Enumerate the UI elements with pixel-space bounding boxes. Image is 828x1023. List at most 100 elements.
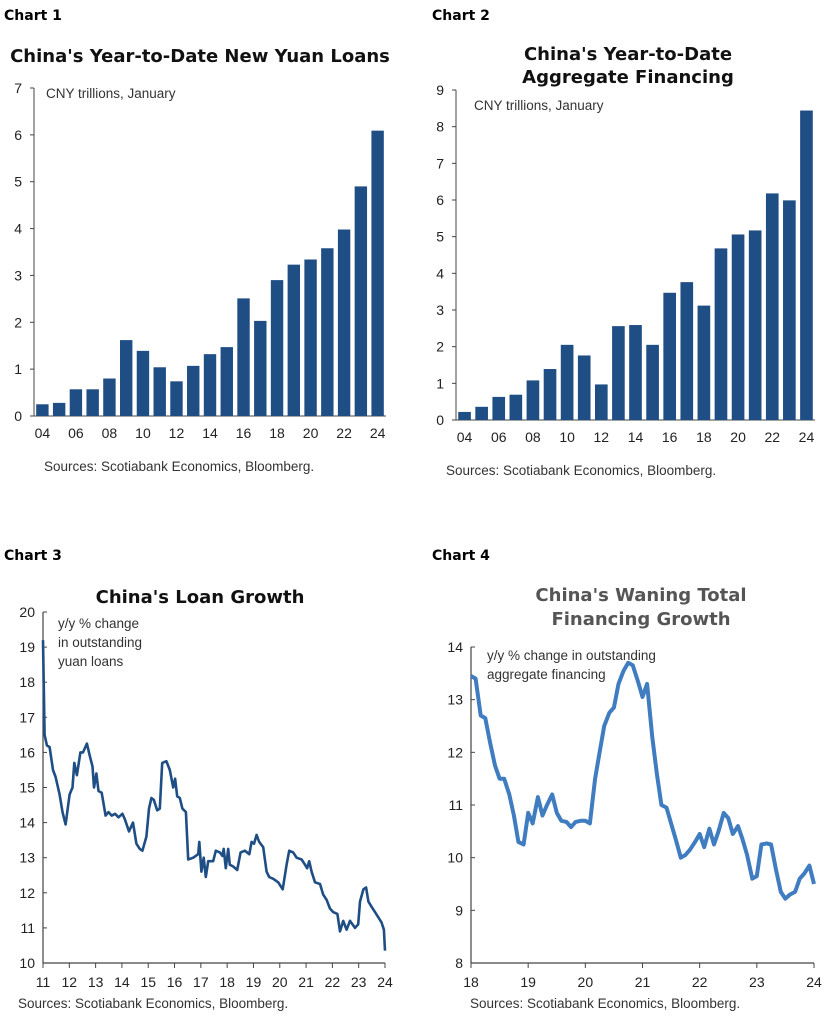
chart-1-y-tick-label: 3: [14, 267, 22, 283]
chart-2-x-tick-label: 18: [696, 429, 712, 445]
chart-1: Chart 1 China's Year-to-Date New Yuan Lo…: [4, 8, 390, 474]
chart-3-title: China's Loan Growth: [96, 587, 305, 608]
chart-2-y-tick-label: 3: [436, 302, 444, 318]
chart-3-note-line-1: y/y % change: [58, 616, 139, 631]
chart-2-label: Chart 2: [432, 8, 490, 24]
chart-3-x-tick-label: 22: [325, 974, 341, 990]
chart-1-x-tick-label: 12: [169, 425, 185, 441]
chart-1-y-tick-label: 4: [14, 221, 22, 237]
chart-3-y-tick-label: 12: [19, 885, 35, 901]
chart-1-bar-20: [304, 259, 317, 416]
chart-2-bar-05: [475, 406, 488, 420]
chart-2-x-tick-label: 06: [491, 429, 507, 445]
chart-2-y-tick-label: 0: [436, 412, 444, 428]
chart-2-bar-08: [526, 380, 540, 420]
chart-1-bar-24: [371, 130, 384, 416]
chart-4-series-line: [470, 660, 816, 901]
chart-2-bar-17: [680, 282, 694, 420]
chart-2-y-tick-label: 8: [436, 119, 444, 135]
chart-4-x-tick-label: 21: [635, 974, 651, 990]
chart-1-bar-09: [119, 340, 133, 416]
chart-1-x-tick-label: 22: [336, 425, 352, 441]
chart-2-y-tick-label: 4: [436, 265, 444, 281]
chart-3-y-tick-label: 19: [19, 639, 35, 655]
chart-3-y-tick-label: 14: [19, 815, 35, 831]
chart-1-bar-22: [337, 229, 351, 416]
chart-2-bar-21: [748, 230, 762, 420]
chart-4-title-line-1: China's Waning Total: [535, 585, 746, 606]
chart-2-bar-11: [577, 355, 591, 420]
chart-2-bar-23: [783, 200, 796, 420]
chart-1-x-tick-label: 20: [303, 425, 319, 441]
chart-4-y-tick-label: 12: [447, 744, 463, 760]
chart-2-bar-20: [731, 234, 745, 420]
chart-3-x-tick-label: 21: [298, 974, 314, 990]
chart-2-bar-09: [543, 369, 557, 420]
chart-3: Chart 3 China's Loan Growth y/y % change…: [4, 548, 393, 1011]
chart-3-x-tick-label: 19: [246, 974, 262, 990]
chart-4-y-tick-label: 9: [455, 902, 463, 918]
chart-1-y-tick-label: 5: [14, 174, 22, 190]
chart-2-title-line-1: China's Year-to-Date: [524, 44, 732, 65]
chart-2-bar-07: [509, 394, 523, 420]
chart-3-x-tick-label: 13: [88, 974, 104, 990]
chart-4-source: Sources: Scotiabank Economics, Bloomberg…: [470, 996, 740, 1011]
chart-1-bar-23: [354, 186, 368, 416]
chart-3-x-tick-label: 12: [62, 974, 78, 990]
chart-1-x-tick-label: 14: [202, 425, 218, 441]
chart-1-bar-13: [187, 365, 200, 416]
chart-1-y-tick-label: 1: [14, 361, 22, 377]
chart-2-bar-06: [492, 396, 506, 420]
chart-4-x-tick-label: 24: [806, 974, 822, 990]
chart-1-bar-12: [170, 381, 183, 416]
chart-2-x-tick-label: 10: [559, 429, 575, 445]
chart-3-x-tick-label: 17: [193, 974, 209, 990]
chart-1-bar-11: [153, 367, 166, 416]
chart-2: Chart 2 China's Year-to-Date Aggregate F…: [432, 8, 815, 478]
chart-2-x-tick-label: 04: [457, 429, 473, 445]
chart-3-x-tick-label: 15: [140, 974, 156, 990]
chart-3-note-line-2: in outstanding: [58, 635, 142, 650]
chart-1-x-tick-label: 08: [102, 425, 118, 441]
chart-4-y-tick-label: 14: [447, 639, 463, 655]
chart-1-bar-08: [103, 378, 116, 416]
chart-3-x-tick-label: 23: [351, 974, 367, 990]
chart-2-x-tick-label: 14: [628, 429, 644, 445]
chart-3-y-tick-label: 11: [20, 920, 35, 936]
chart-4-x-tick-label: 18: [463, 974, 479, 990]
chart-3-x-tick-label: 16: [167, 974, 183, 990]
chart-1-bar-18: [270, 280, 284, 416]
chart-3-x-tick-label: 14: [114, 974, 130, 990]
chart-2-y-tick-label: 7: [436, 155, 444, 171]
chart-2-y-tick-label: 2: [436, 339, 444, 355]
chart-1-bar-21: [321, 248, 334, 416]
chart-1-title: China's Year-to-Date New Yuan Loans: [10, 46, 390, 67]
chart-2-note: CNY trillions, January: [474, 98, 604, 113]
chart-4-label: Chart 4: [432, 548, 490, 564]
chart-1-bar-06: [69, 389, 83, 416]
chart-2-bar-13: [612, 326, 625, 420]
chart-1-x-tick-label: 06: [68, 425, 84, 441]
chart-2-y-tick-label: 9: [436, 82, 444, 98]
chart-2-bar-19: [714, 248, 728, 420]
chart-1-bar-05: [52, 402, 66, 416]
chart-2-bar-04: [458, 411, 471, 420]
chart-1-bar-14: [203, 354, 217, 416]
chart-2-x-tick-label: 20: [730, 429, 746, 445]
chart-2-bar-22: [765, 193, 779, 420]
chart-2-bar-12: [594, 384, 608, 420]
chart-4-x-tick-label: 23: [749, 974, 765, 990]
chart-2-bar-15: [646, 344, 659, 420]
chart-3-label: Chart 3: [4, 548, 62, 564]
chart-2-y-tick-label: 6: [436, 192, 444, 208]
chart-4-note-line-2: aggregate financing: [487, 667, 606, 682]
chart-3-series-line: [41, 640, 387, 951]
chart-3-y-tick-label: 17: [19, 709, 35, 725]
chart-1-x-tick-label: 10: [135, 425, 151, 441]
chart-4-plot: 8 9 10 11 12 13 14 18 19 20 21 22 23 24: [447, 639, 822, 990]
chart-1-x-tick-label: 16: [236, 425, 252, 441]
chart-4-y-tick-label: 8: [455, 955, 463, 971]
chart-4-note-line-1: y/y % change in outstanding: [487, 648, 656, 663]
